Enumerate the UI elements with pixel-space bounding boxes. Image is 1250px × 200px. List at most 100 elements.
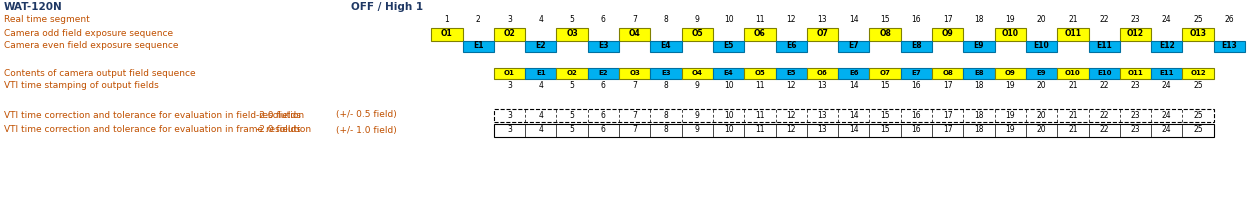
Text: 5: 5 (570, 110, 575, 119)
Text: 19: 19 (1005, 126, 1015, 134)
Text: Camera even field exposure sequence: Camera even field exposure sequence (4, 42, 179, 50)
Text: 14: 14 (849, 126, 859, 134)
Bar (995, 27, 1026, 40)
Text: 9: 9 (695, 126, 700, 134)
Text: 7: 7 (632, 16, 638, 24)
Text: O5: O5 (691, 29, 703, 38)
Text: 22: 22 (1100, 110, 1109, 119)
Text: O9: O9 (1005, 70, 1016, 76)
Text: O7: O7 (816, 29, 829, 38)
Text: 8: 8 (664, 110, 669, 119)
Text: 22: 22 (1100, 16, 1109, 24)
Text: 23: 23 (1131, 110, 1140, 119)
Text: OFF / High 1: OFF / High 1 (351, 2, 424, 12)
Bar (744, 68, 775, 78)
Bar (1058, 68, 1089, 78)
Text: 3: 3 (508, 126, 512, 134)
Bar (838, 68, 870, 78)
Bar (995, 68, 1026, 78)
Text: O1: O1 (504, 70, 515, 76)
Bar (1214, 40, 1245, 51)
Bar (1058, 27, 1089, 40)
Text: E3: E3 (599, 42, 609, 50)
Bar (431, 27, 462, 40)
Text: E6: E6 (786, 42, 796, 50)
Bar (588, 68, 619, 78)
Text: E4: E4 (724, 70, 734, 76)
Text: 5: 5 (570, 126, 575, 134)
Text: 12: 12 (786, 110, 796, 119)
Text: E9: E9 (1036, 70, 1046, 76)
Text: 16: 16 (911, 126, 921, 134)
Text: E9: E9 (974, 42, 984, 50)
Bar (1026, 68, 1058, 78)
Text: 13: 13 (818, 126, 828, 134)
Text: E1: E1 (536, 70, 545, 76)
Text: 15: 15 (880, 80, 890, 90)
Bar (1026, 40, 1058, 51)
Bar (712, 68, 744, 78)
Text: O2: O2 (504, 29, 515, 38)
Text: VTI time stamping of output fields: VTI time stamping of output fields (4, 80, 159, 90)
Text: 26: 26 (1225, 16, 1234, 24)
Bar (870, 68, 901, 78)
Text: E6: E6 (849, 70, 859, 76)
Text: 18: 18 (974, 110, 984, 119)
Text: 13: 13 (818, 16, 828, 24)
Text: 25: 25 (1194, 126, 1202, 134)
Text: 10: 10 (724, 110, 734, 119)
Text: (+/- 0.5 field): (+/- 0.5 field) (336, 110, 398, 119)
Text: 14: 14 (849, 80, 859, 90)
Text: VTI time correction and tolerance for evaluation in frame resolution: VTI time correction and tolerance for ev… (4, 126, 311, 134)
Text: 15: 15 (880, 126, 890, 134)
Text: E8: E8 (974, 70, 984, 76)
Text: 19: 19 (1005, 80, 1015, 90)
Text: 15: 15 (880, 16, 890, 24)
Text: 7: 7 (632, 126, 638, 134)
Text: 9: 9 (695, 16, 700, 24)
Text: E2: E2 (599, 70, 609, 76)
Text: E7: E7 (849, 42, 859, 50)
Text: 8: 8 (664, 126, 669, 134)
Text: E2: E2 (535, 42, 546, 50)
Text: 25: 25 (1194, 80, 1202, 90)
Text: 18: 18 (974, 80, 984, 90)
Text: 24: 24 (1162, 126, 1171, 134)
Text: 5: 5 (570, 80, 575, 90)
Text: O3: O3 (566, 29, 578, 38)
Text: E11: E11 (1160, 70, 1174, 76)
Text: 20: 20 (1036, 126, 1046, 134)
Text: O2: O2 (566, 70, 578, 76)
Bar (964, 40, 995, 51)
Text: O7: O7 (880, 70, 890, 76)
Bar (556, 27, 588, 40)
Text: 23: 23 (1131, 80, 1140, 90)
Text: E4: E4 (661, 42, 671, 50)
Text: 3: 3 (508, 80, 512, 90)
Bar (556, 68, 588, 78)
Text: 17: 17 (942, 110, 952, 119)
Text: 14: 14 (849, 16, 859, 24)
Text: 20: 20 (1036, 16, 1046, 24)
Text: 6: 6 (601, 16, 606, 24)
Bar (1151, 40, 1182, 51)
Text: O5: O5 (755, 70, 765, 76)
Text: (+/- 1.0 field): (+/- 1.0 field) (336, 126, 398, 134)
Bar (681, 27, 712, 40)
Text: 21: 21 (1068, 80, 1078, 90)
Text: Contents of camera output field sequence: Contents of camera output field sequence (4, 68, 195, 77)
Text: O1: O1 (441, 29, 452, 38)
Bar (712, 40, 744, 51)
Text: 16: 16 (911, 16, 921, 24)
Text: 17: 17 (942, 16, 952, 24)
Bar (744, 27, 775, 40)
Text: 12: 12 (786, 126, 796, 134)
Bar (494, 123, 1214, 136)
Bar (901, 68, 932, 78)
Text: E5: E5 (724, 42, 734, 50)
Text: 24: 24 (1162, 16, 1171, 24)
Bar (525, 40, 556, 51)
Text: E10: E10 (1098, 70, 1111, 76)
Bar (494, 68, 525, 78)
Text: 4: 4 (539, 80, 544, 90)
